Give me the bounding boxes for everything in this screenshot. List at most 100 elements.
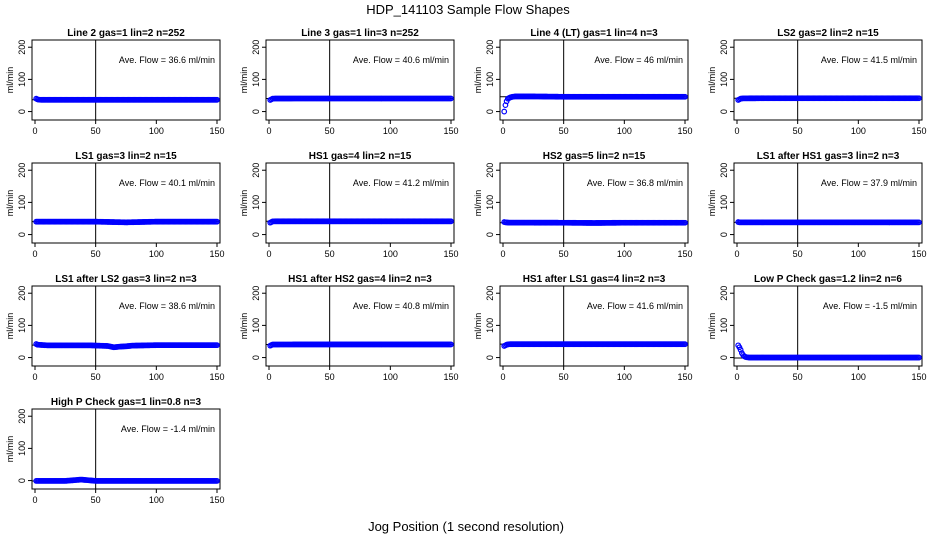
panel-title: High P Check gas=1 lin=0.8 n=3 — [51, 397, 202, 408]
average-flow-annotation: Ave. Flow = 40.8 ml/min — [353, 301, 449, 311]
y-tick-label: 0 — [251, 232, 261, 237]
panel-title: HS1 gas=4 lin=2 n=15 — [309, 151, 412, 162]
average-flow-annotation: Ave. Flow = 36.8 ml/min — [587, 178, 683, 188]
panel-5: LS1 gas=3 lin=2 n=15 0 100 200 ml/min 0 50 100 1… — [5, 151, 225, 259]
y-axis-label: ml/min — [5, 190, 15, 217]
x-tick-label: 100 — [149, 372, 164, 382]
x-tick-label: 150 — [209, 372, 224, 382]
panel-9: LS1 after LS2 gas=3 lin=2 n=3 0 100 200 ml/m… — [5, 274, 225, 382]
data-point — [448, 218, 454, 225]
data-point — [214, 218, 220, 225]
y-tick-label: 0 — [17, 478, 27, 483]
data-series — [735, 219, 922, 226]
y-tick-label: 100 — [485, 318, 495, 333]
panel-7: HS2 gas=5 lin=2 n=15 0 100 200 ml/min 0 50 100 1… — [473, 151, 693, 259]
y-tick-label: 200 — [251, 286, 261, 301]
panel-6: HS1 gas=4 lin=2 n=15 0 100 200 ml/min 0 50 100 1… — [239, 151, 459, 259]
y-tick-label: 200 — [17, 40, 27, 55]
panel-3: Line 4 (LT) gas=1 lin=4 n=3 0 100 200 ml/min… — [473, 28, 693, 136]
x-tick-label: 150 — [911, 372, 926, 382]
plot-frame — [733, 285, 923, 367]
panel-title: HS1 after LS1 gas=4 lin=2 n=3 — [523, 274, 666, 285]
panel-title: LS1 after LS2 gas=3 lin=2 n=3 — [55, 274, 197, 285]
data-point — [214, 477, 220, 484]
plot-frame — [499, 39, 689, 121]
x-tick-label: 100 — [851, 249, 866, 259]
data-series — [267, 341, 454, 349]
x-tick-label: 150 — [677, 372, 692, 382]
data-point — [682, 341, 688, 348]
x-tick-label: 50 — [91, 249, 101, 259]
x-tick-label: 150 — [209, 126, 224, 136]
plot-frame — [499, 285, 689, 367]
data-series — [735, 95, 922, 103]
x-tick-label: 0 — [734, 249, 739, 259]
data-series — [267, 95, 454, 103]
y-tick-label: 0 — [17, 109, 27, 114]
y-tick-label: 100 — [719, 72, 729, 87]
y-tick-label: 100 — [485, 72, 495, 87]
x-tick-label: 0 — [32, 249, 37, 259]
y-tick-label: 0 — [719, 232, 729, 237]
data-point — [448, 95, 454, 102]
y-tick-label: 0 — [485, 232, 495, 237]
y-axis-label: ml/min — [239, 313, 249, 340]
x-tick-label: 0 — [266, 249, 271, 259]
y-axis-label: ml/min — [473, 190, 483, 217]
y-tick-label: 100 — [251, 318, 261, 333]
panel-title: LS1 gas=3 lin=2 n=15 — [75, 151, 177, 162]
x-tick-label: 100 — [851, 372, 866, 382]
panel-1: Line 2 gas=1 lin=2 n=252 0 100 200 ml/min 0 50… — [5, 28, 225, 136]
data-point — [916, 219, 922, 226]
average-flow-annotation: Ave. Flow = 40.6 ml/min — [353, 55, 449, 65]
x-tick-label: 100 — [383, 126, 398, 136]
x-tick-label: 0 — [266, 372, 271, 382]
x-tick-label: 150 — [443, 126, 458, 136]
plot-frame — [733, 162, 923, 244]
data-point — [916, 95, 922, 102]
plot-frame — [31, 408, 221, 490]
x-tick-label: 0 — [734, 126, 739, 136]
x-tick-label: 50 — [325, 249, 335, 259]
data-point — [214, 96, 220, 103]
x-tick-label: 0 — [32, 495, 37, 505]
figure-x-axis-label: Jog Position (1 second resolution) — [368, 519, 564, 534]
average-flow-annotation: Ave. Flow = 40.1 ml/min — [119, 178, 215, 188]
x-tick-label: 50 — [559, 372, 569, 382]
average-flow-annotation: Ave. Flow = 41.6 ml/min — [587, 301, 683, 311]
x-tick-label: 0 — [500, 249, 505, 259]
y-tick-label: 200 — [251, 163, 261, 178]
plot-frame — [265, 39, 455, 121]
y-tick-label: 200 — [17, 409, 27, 424]
data-point — [737, 346, 744, 353]
x-tick-label: 50 — [793, 126, 803, 136]
plot-frame — [31, 285, 221, 367]
x-tick-label: 50 — [91, 495, 101, 505]
y-tick-label: 0 — [17, 232, 27, 237]
x-tick-label: 150 — [443, 372, 458, 382]
data-series — [33, 476, 220, 484]
x-tick-label: 50 — [559, 249, 569, 259]
y-axis-label: ml/min — [473, 67, 483, 94]
panel-title: Line 4 (LT) gas=1 lin=4 n=3 — [530, 28, 658, 39]
x-tick-label: 50 — [91, 372, 101, 382]
x-tick-label: 150 — [443, 249, 458, 259]
data-series — [501, 219, 688, 226]
x-tick-label: 100 — [149, 126, 164, 136]
y-tick-label: 0 — [719, 109, 729, 114]
y-tick-label: 200 — [719, 286, 729, 301]
y-tick-label: 100 — [17, 318, 27, 333]
y-tick-label: 100 — [17, 72, 27, 87]
y-axis-label: ml/min — [5, 313, 15, 340]
x-tick-label: 50 — [91, 126, 101, 136]
panel-12: Low P Check gas=1.2 lin=2 n=6 0 100 200 ml/m… — [707, 274, 927, 382]
y-tick-label: 100 — [719, 195, 729, 210]
y-axis-label: ml/min — [5, 67, 15, 94]
x-tick-label: 50 — [793, 249, 803, 259]
data-series — [33, 95, 220, 103]
panel-11: HS1 after LS1 gas=4 lin=2 n=3 0 100 200 ml/m… — [473, 274, 693, 382]
x-tick-label: 0 — [500, 126, 505, 136]
plot-frame — [265, 285, 455, 367]
y-tick-label: 100 — [719, 318, 729, 333]
y-tick-label: 200 — [719, 40, 729, 55]
